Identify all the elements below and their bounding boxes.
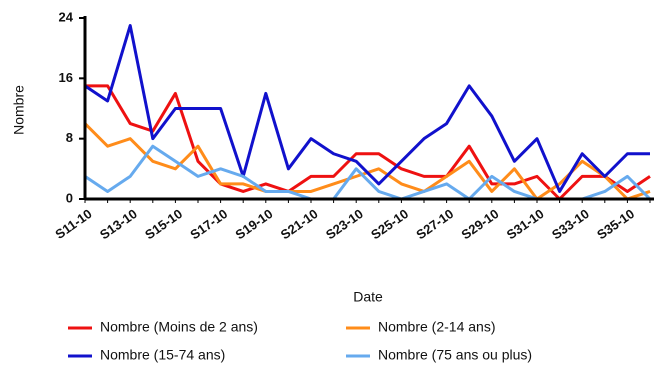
y-axis-label: Nombre [11,85,27,135]
x-tick-label: S27-10 [413,206,456,242]
series-line [84,24,650,193]
x-tick-label: S23-10 [323,206,366,242]
x-tick-label: S33-10 [549,206,592,242]
x-tick-label: S11-10 [52,206,94,242]
x-tick-label: S35-10 [594,206,637,242]
x-tick-label: S29-10 [459,206,502,242]
x-tick-label: S17-10 [187,206,230,242]
x-tick-label: S25-10 [368,206,411,242]
x-tick-label: S31-10 [504,206,547,242]
x-axis-label: Date [353,289,383,305]
x-tick-label: S13-10 [97,206,140,242]
x-tick-label: S21-10 [278,206,321,242]
series-line [83,122,651,201]
y-tick-label: 8 [66,130,73,145]
legend-label: Nombre (75 ans ou plus) [378,347,532,363]
legend-label: Nombre (15-74 ans) [100,347,225,363]
legend-label: Nombre (2-14 ans) [378,319,496,335]
y-tick-label: 24 [59,9,74,24]
x-tick-label: S15-10 [142,206,185,242]
y-tick-label: 0 [66,190,73,205]
y-tick-label: 16 [59,70,73,85]
x-tick-label: S19-10 [233,206,276,242]
legend-label: Nombre (Moins de 2 ans) [100,319,258,335]
series-line [85,84,651,201]
